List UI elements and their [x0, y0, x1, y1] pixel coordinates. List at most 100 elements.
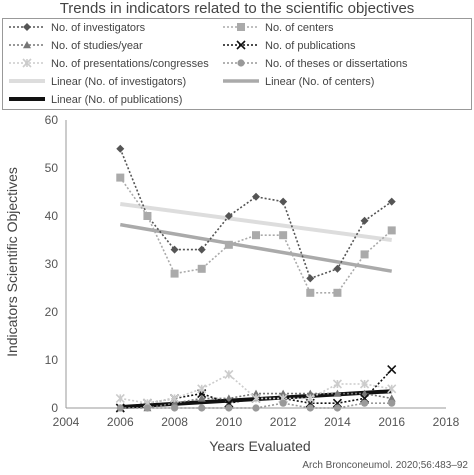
data-point [143, 404, 152, 412]
legend-label: Linear (No. of publications) [51, 94, 182, 106]
series-line [120, 373, 392, 405]
data-point [252, 231, 260, 240]
chart-title: Trends in indicators related to the scie… [59, 0, 415, 17]
data-point [116, 173, 125, 182]
data-point [251, 393, 261, 403]
trendline-1 [120, 202, 392, 242]
data-point [170, 404, 179, 412]
legend-marker [237, 59, 245, 67]
data-point [224, 240, 233, 249]
data-point [387, 226, 396, 235]
data-point [252, 389, 260, 397]
data-point [333, 389, 342, 397]
y-axis-label: Indicators Scientific Objectives [4, 167, 20, 357]
series-1 [116, 144, 396, 283]
data-point [306, 274, 315, 283]
y-tick-label: 0 [51, 401, 58, 415]
data-point [170, 399, 179, 407]
series-2 [116, 173, 396, 297]
data-point [197, 394, 206, 402]
legend-marker [23, 23, 31, 31]
legend-label: No. of publications [265, 40, 356, 52]
data-point [387, 197, 396, 206]
legend-item: Linear (No. of investigators) [9, 76, 186, 88]
series-3 [116, 389, 396, 412]
x-tick-label: 2014 [324, 415, 351, 429]
legend-marker [237, 23, 245, 31]
data-point [197, 384, 207, 394]
data-point [116, 404, 124, 412]
legend-item: No. of studies/year [9, 40, 143, 52]
data-point [224, 212, 233, 220]
data-point [143, 212, 152, 220]
legend-item: Linear (No. of publications) [9, 94, 182, 106]
data-point [387, 365, 397, 375]
y-tick-label: 50 [45, 161, 59, 175]
series-line [120, 402, 392, 409]
data-point [360, 389, 369, 397]
x-tick-label: 2010 [216, 415, 243, 429]
data-point [306, 288, 315, 297]
series-line [119, 177, 393, 294]
legend-marker [22, 58, 32, 68]
data-point [252, 404, 260, 412]
data-point [170, 269, 179, 278]
y-tick-label: 20 [45, 305, 59, 319]
legend-item: No. of presentations/congresses [9, 58, 209, 70]
legend-label: Linear (No. of investigators) [51, 76, 186, 88]
legend: No. of investigators No. of centers No. of… [2, 18, 472, 110]
data-point [360, 216, 369, 225]
data-point [306, 404, 314, 412]
legend-label: No. of investigators [51, 22, 146, 34]
data-point [279, 399, 287, 407]
data-point [360, 250, 369, 259]
data-point [360, 379, 370, 389]
y-tick-label: 40 [45, 209, 59, 223]
data-point [387, 394, 396, 402]
series-5 [115, 369, 397, 408]
legend-label: No. of theses or dissertations [265, 58, 408, 70]
legend-marker [236, 40, 246, 50]
x-axis-label: Years Evaluated [209, 438, 311, 454]
data-point [305, 393, 315, 403]
data-point [115, 393, 125, 403]
legend-item: No. of centers [223, 22, 334, 34]
data-point [388, 399, 396, 407]
series-6 [116, 399, 396, 412]
data-point [360, 399, 369, 407]
legend-label: No. of studies/year [51, 40, 143, 52]
data-point [224, 394, 233, 402]
legend-label: Linear (No. of centers) [265, 76, 374, 88]
legend-label: No. of centers [265, 22, 334, 34]
x-tick-label: 2012 [270, 415, 297, 429]
trendline-2 [119, 222, 393, 273]
data-point [332, 379, 342, 389]
data-point [252, 192, 260, 201]
x-tick-label: 2016 [378, 415, 405, 429]
data-point [333, 264, 342, 273]
y-tick-label: 30 [45, 257, 59, 271]
data-point [170, 245, 179, 254]
data-point [116, 144, 125, 153]
x-tick-label: 2008 [161, 415, 188, 429]
series-line [119, 148, 393, 280]
legend-marker [23, 41, 31, 49]
data-point [198, 404, 206, 412]
data-point [387, 384, 397, 394]
legend-label: No. of presentations/congresses [51, 58, 209, 70]
data-point [279, 197, 288, 206]
y-tick-label: 10 [45, 353, 59, 367]
data-point [197, 264, 206, 273]
credit: Arch Bronconeumol. 2020;56:483–92 [302, 460, 468, 471]
y-tick-label: 60 [45, 113, 59, 127]
legend-item: No. of theses or dissertations [223, 58, 408, 70]
data-point [333, 404, 342, 412]
x-tick-label: 2004 [53, 415, 80, 429]
data-point [306, 389, 315, 397]
data-point [279, 231, 288, 240]
data-point [279, 389, 288, 397]
data-point [333, 288, 342, 297]
x-tick-label: 2018 [433, 415, 460, 429]
x-tick-label: 2006 [107, 415, 134, 429]
